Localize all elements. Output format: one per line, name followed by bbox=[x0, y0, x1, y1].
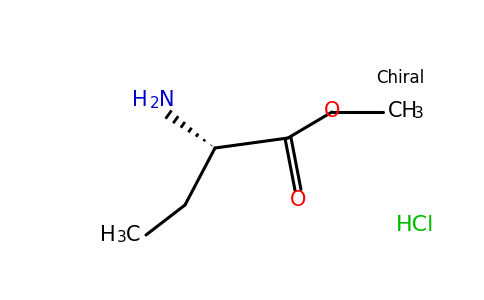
Text: 2: 2 bbox=[150, 95, 160, 110]
Text: 3: 3 bbox=[117, 230, 127, 245]
Text: O: O bbox=[324, 101, 340, 121]
Text: O: O bbox=[290, 190, 306, 210]
Text: Chiral: Chiral bbox=[376, 69, 424, 87]
Text: H: H bbox=[133, 90, 148, 110]
Text: CH: CH bbox=[388, 101, 418, 121]
Text: C: C bbox=[126, 225, 140, 245]
Text: HCl: HCl bbox=[396, 215, 434, 235]
Text: 3: 3 bbox=[414, 106, 424, 122]
Text: N: N bbox=[159, 90, 175, 110]
Text: H: H bbox=[100, 225, 116, 245]
